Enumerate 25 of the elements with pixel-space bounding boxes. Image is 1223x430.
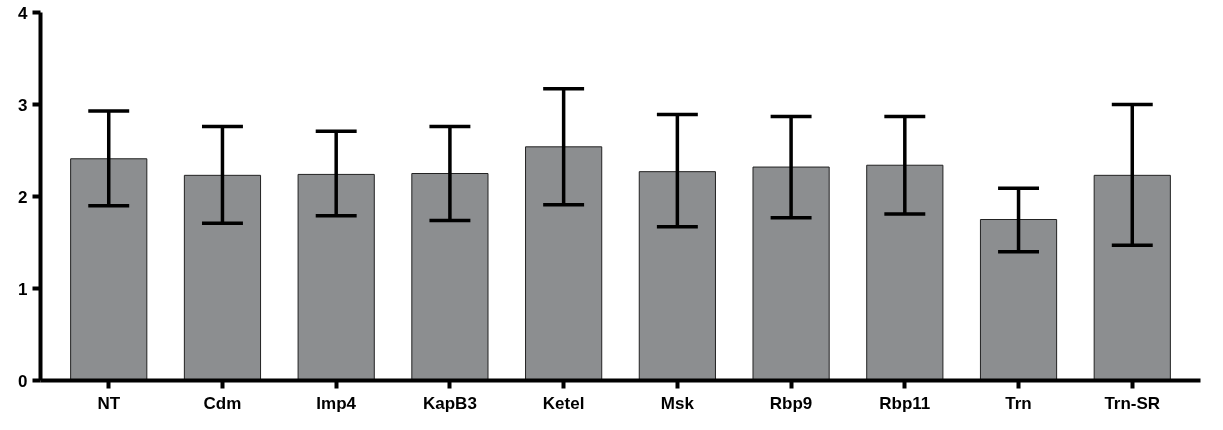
x-tick-label: Ketel xyxy=(542,393,585,413)
bar xyxy=(297,173,375,381)
x-tick-label: Trn-SR xyxy=(1104,393,1161,413)
x-tick-label: NT xyxy=(97,393,121,413)
bar xyxy=(638,171,716,381)
bar xyxy=(525,146,603,381)
bar xyxy=(183,174,262,381)
y-tick-label: 0 xyxy=(18,371,28,391)
x-tick-label: Cdm xyxy=(203,393,242,413)
y-tick-label: 3 xyxy=(18,95,28,115)
y-tick-label: 2 xyxy=(18,187,28,207)
bar xyxy=(979,219,1058,381)
x-tick-label: Rbp9 xyxy=(769,393,813,413)
x-tick-label: Imp4 xyxy=(316,393,357,413)
y-tick-label: 4 xyxy=(18,3,29,23)
bar xyxy=(752,166,830,381)
bar xyxy=(866,164,944,381)
x-tick-label: Msk xyxy=(660,393,695,413)
bar xyxy=(411,173,489,381)
bar xyxy=(1093,174,1171,381)
y-tick-label: 1 xyxy=(18,279,28,299)
x-tick-label: Trn xyxy=(1005,393,1032,413)
bar xyxy=(70,158,148,381)
x-tick-label: Rbp11 xyxy=(879,393,931,413)
x-tick-label: KapB3 xyxy=(422,393,477,413)
